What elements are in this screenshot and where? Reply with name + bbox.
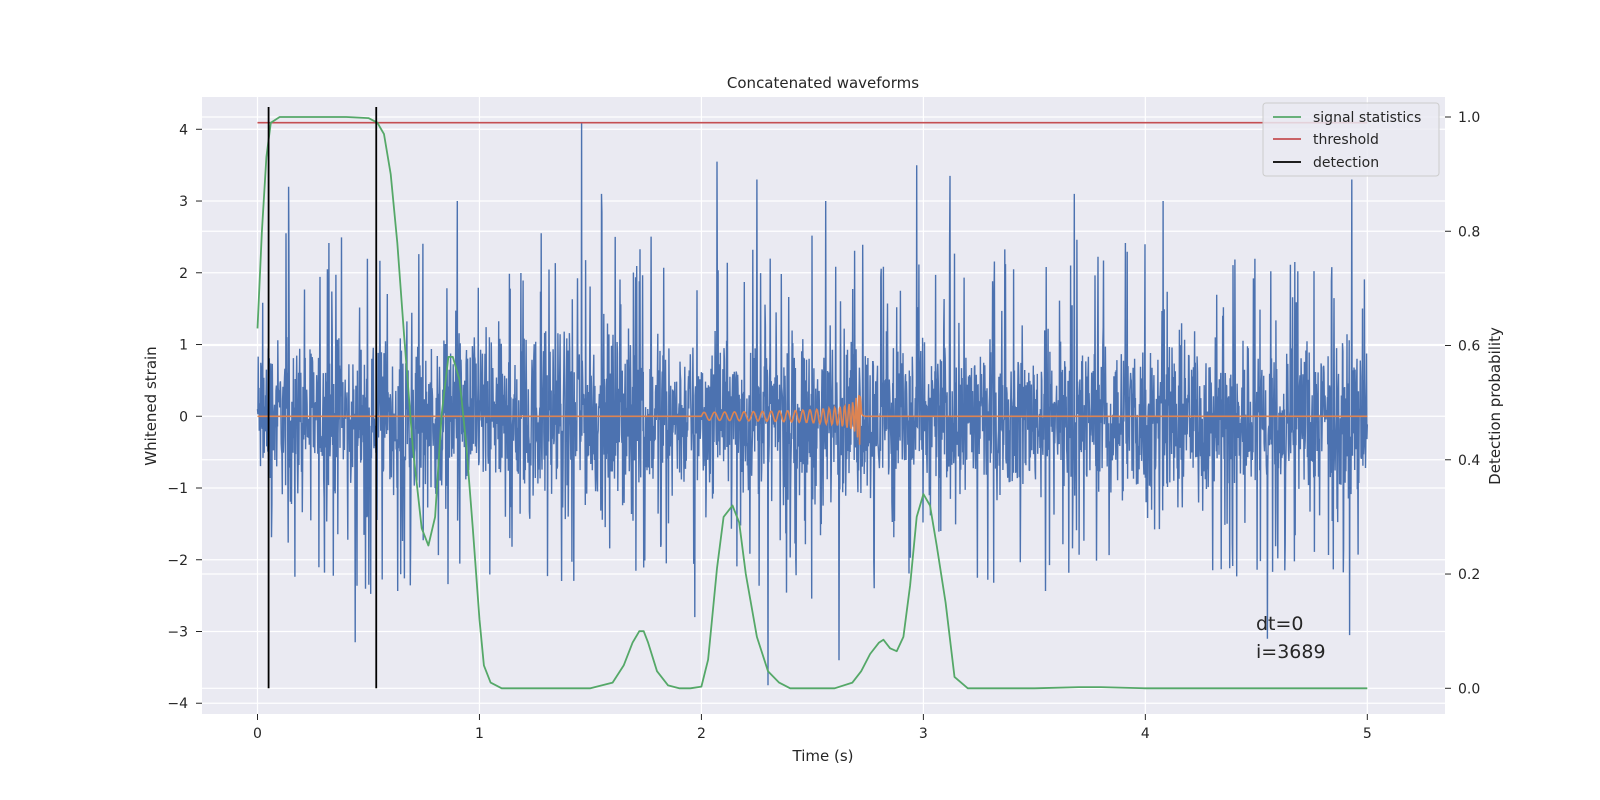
chart-title: Concatenated waveforms — [727, 74, 919, 92]
annotation-dt: dt=0 — [1256, 613, 1304, 635]
y-tick-label: −1 — [167, 481, 188, 497]
x-tick-label: 4 — [1141, 726, 1150, 742]
y-axis-label: Whitened strain — [142, 346, 160, 465]
x-axis: 0 1 2 3 4 5 — [253, 714, 1372, 742]
x-tick-label: 5 — [1363, 726, 1372, 742]
y2-tick-label: 1.0 — [1458, 110, 1480, 126]
right-axis: 1.0 0.8 0.6 0.4 0.2 0.0 — [1445, 110, 1480, 697]
signal-statistics-series — [256, 116, 1368, 690]
y2-tick-label: 0.0 — [1458, 681, 1480, 697]
y-tick-label: 2 — [179, 266, 188, 282]
legend-label-signal-statistics: signal statistics — [1313, 110, 1421, 126]
y2-axis-label: Detection probability — [1486, 327, 1504, 485]
x-axis-label: Time (s) — [792, 747, 854, 765]
y2-tick-label: 0.8 — [1458, 224, 1480, 240]
strain-series — [256, 122, 1368, 686]
annotations: dt=0 i=3689 — [1256, 613, 1326, 663]
legend-label-detection: detection — [1313, 155, 1379, 171]
x-tick-label: 3 — [919, 726, 928, 742]
y2-tick-label: 0.4 — [1458, 453, 1480, 469]
x-tick-label: 1 — [475, 726, 484, 742]
plot-lines — [256, 106, 1368, 690]
x-tick-label: 2 — [697, 726, 706, 742]
y-tick-label: −4 — [167, 696, 188, 712]
x-tick-label: 0 — [253, 726, 262, 742]
legend-box — [1262, 102, 1440, 177]
y-tick-label: −2 — [167, 553, 188, 569]
y-tick-label: 1 — [179, 338, 188, 354]
legend: signal statistics threshold detection — [1262, 102, 1440, 177]
y-tick-label: 3 — [179, 194, 188, 210]
left-axis: 4 3 2 1 0 −1 −2 −3 −4 — [167, 122, 202, 712]
y-tick-label: −3 — [167, 624, 188, 640]
annotation-i: i=3689 — [1256, 641, 1326, 663]
injected-waveform-series — [257, 394, 1368, 445]
y-tick-label: 0 — [179, 409, 188, 425]
y-tick-label: 4 — [179, 122, 188, 138]
y2-tick-label: 0.6 — [1458, 339, 1480, 355]
y2-tick-label: 0.2 — [1458, 567, 1480, 583]
legend-label-threshold: threshold — [1313, 132, 1379, 148]
